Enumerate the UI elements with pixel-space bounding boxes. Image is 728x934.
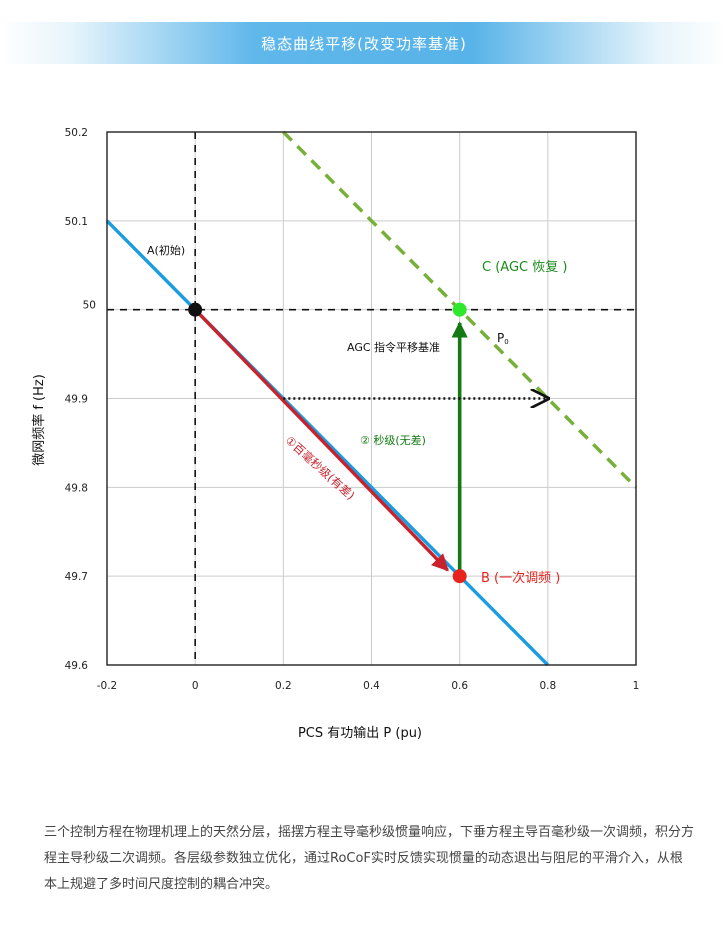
y-axis-label: 微网频率 f (Hz) — [31, 374, 47, 466]
point-a-initial — [188, 302, 203, 317]
y-tick-label: 50.2 — [65, 127, 88, 139]
y-tick-label: 49.8 — [65, 482, 88, 494]
y-tick-label: 49.9 — [65, 394, 88, 406]
label-c: C (AGC 恢复 ) — [482, 260, 567, 275]
page-title: 稳态曲线平移(改变功率基准) — [261, 34, 467, 53]
x-tick-label: 0.4 — [363, 680, 380, 692]
x-tick-label: 0.8 — [539, 680, 556, 692]
label-a: A(初始) — [147, 243, 185, 257]
label-b: B (一次调频 ) — [481, 570, 560, 586]
y-tick-label: 50.1 — [65, 216, 88, 228]
point-b-primary — [452, 569, 467, 584]
reference-lines — [107, 132, 636, 665]
y-tick-label: 49.6 — [65, 660, 89, 672]
x-tick-label: 0.6 — [451, 680, 468, 692]
tick-labels: -0.2 0 0.2 0.4 0.6 0.8 1 49.6 49.7 49.8 49.9 50 50.1… — [65, 127, 640, 692]
y-tick-label: 49.7 — [65, 571, 88, 583]
caption-text: 三个控制方程在物理机理上的天然分层，摇摆方程主导毫秒级惯量响应，下垂方程主导百毫… — [44, 825, 695, 892]
arrows — [193, 308, 548, 577]
x-tick-label: 1 — [633, 680, 640, 692]
x-axis-label: PCS 有功输出 P (pu) — [298, 725, 422, 741]
label-secondary: ② 秒级(无差) — [360, 433, 426, 447]
plot-frame — [106, 131, 637, 666]
label-agc-shift: AGC 指令平移基准 — [347, 340, 440, 354]
point-c-agc — [452, 302, 467, 317]
chart: -0.2 0 0.2 0.4 0.6 0.8 1 49.6 49.7 49.8 49.9 50 50.1… — [31, 127, 640, 741]
droop-curve-original — [105, 219, 550, 667]
chart-labels: A(初始) B (一次调频 ) C (AGC 恢复 ) AGC 指令平移基准 ② 秒级(… — [31, 243, 567, 741]
x-tick-label: 0.2 — [275, 680, 292, 692]
x-tick-label: 0 — [192, 680, 199, 692]
arrow-primary-regulation — [193, 308, 449, 572]
x-tick-label: -0.2 — [97, 680, 118, 692]
header-banner: 稳态曲线平移(改变功率基准) — [0, 22, 728, 64]
label-p0: P0 — [497, 331, 509, 346]
y-tick-label: 50 — [83, 300, 96, 312]
data-points — [188, 302, 467, 584]
